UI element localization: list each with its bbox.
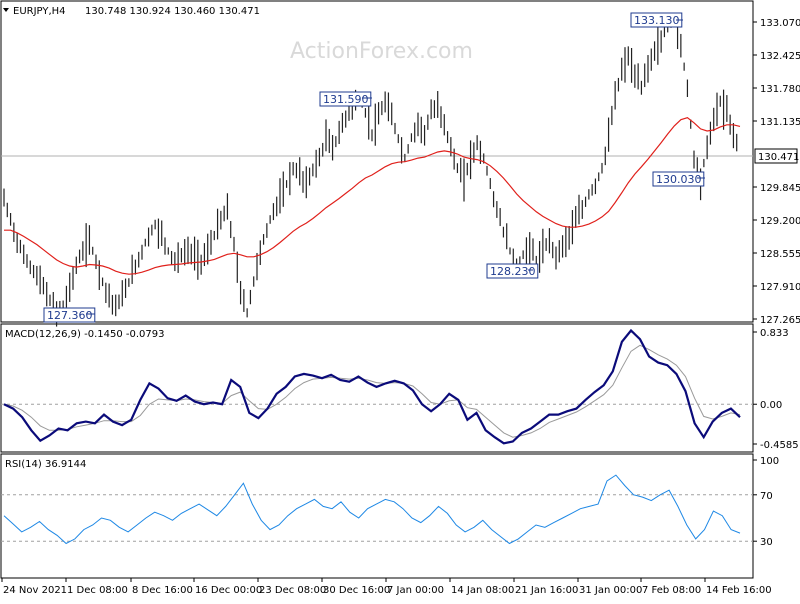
dropdown-arrow-icon[interactable] xyxy=(3,8,9,12)
annotation-label: 127.360 xyxy=(47,309,93,322)
price-layer xyxy=(3,15,741,327)
x-tick-label: 14 Feb 16:00 xyxy=(706,585,772,596)
price-y-tick-label: 129.200 xyxy=(760,216,800,227)
annotation-box xyxy=(43,307,96,323)
annotation-label: 133.130 xyxy=(634,14,680,27)
x-tick-label: 8 Dec 16:00 xyxy=(132,585,193,596)
watermark: ActionForex.com xyxy=(290,39,473,64)
x-tick-label: 30 Dec 16:00 xyxy=(323,585,390,596)
x-tick-label: 7 Feb 08:00 xyxy=(642,585,701,596)
x-tick-label: 31 Jan 00:00 xyxy=(579,585,642,596)
axis-layer: 133.070 132.425 131.780 131.135 129.845 129.2… xyxy=(1,18,800,596)
rsi-y-tick-label: 70 xyxy=(760,491,773,502)
macd-title: MACD(12,26,9) -0.1450 -0.0793 xyxy=(5,329,165,340)
rsi-line xyxy=(3,474,741,545)
price-y-tick-label: 127.910 xyxy=(760,282,800,293)
x-tick-label: 23 Dec 08:00 xyxy=(259,585,326,596)
macd-layer xyxy=(1,328,753,445)
macd-panel-frame xyxy=(0,323,754,453)
moving-average-line xyxy=(4,117,741,275)
rsi-panel-frame xyxy=(0,453,754,579)
x-tick-label: 1 Dec 08:00 xyxy=(67,585,128,596)
annotation-label: 131.590 xyxy=(323,93,369,106)
x-tick-label: 16 Dec 00:00 xyxy=(195,585,262,596)
macd-y-tick-label: 0.00 xyxy=(760,400,782,411)
annotation-box xyxy=(652,171,705,187)
annotation-box xyxy=(319,91,372,107)
ohlc-header: 130.748 130.924 130.460 130.471 xyxy=(85,6,260,17)
price-panel-frame xyxy=(0,0,754,323)
annotation-label: 130.030 xyxy=(656,173,702,186)
macd-y-tick-label: 0.833 xyxy=(760,328,789,339)
rsi-y-tick-label: 100 xyxy=(760,456,779,467)
price-y-tick-label: 129.845 xyxy=(760,183,800,194)
price-y-tick-label: 131.135 xyxy=(760,117,800,128)
annotation-box xyxy=(486,263,539,279)
rsi-layer xyxy=(1,474,753,545)
price-y-tick-label: 127.265 xyxy=(760,315,800,326)
rsi-y-tick-label: 30 xyxy=(760,537,773,548)
current-price-tag xyxy=(754,148,798,164)
price-y-tick-label: 128.555 xyxy=(760,249,800,260)
price-y-tick-label: 133.070 xyxy=(760,18,800,29)
price-y-tick-label: 132.425 xyxy=(760,51,800,62)
rsi-title: RSI(14) 36.9144 xyxy=(5,459,86,470)
macd-y-tick-label: -0.4585 xyxy=(760,440,799,451)
current-price-label: 130.471 xyxy=(758,152,799,163)
annotation-label: 128.230 xyxy=(490,265,536,278)
macd-line xyxy=(3,328,741,445)
x-tick-label: 21 Jan 16:00 xyxy=(515,585,578,596)
symbol-header: EURJPY,H4 xyxy=(13,6,66,17)
annotation-layer: 133.130 131.590 130.030 128.230 127.360 xyxy=(43,12,705,323)
x-tick-label: 24 Nov 2021 xyxy=(3,585,67,596)
price-y-tick-label: 131.780 xyxy=(760,84,800,95)
x-tick-label: 14 Jan 08:00 xyxy=(451,585,514,596)
x-tick-label: 7 Jan 00:00 xyxy=(387,585,444,596)
